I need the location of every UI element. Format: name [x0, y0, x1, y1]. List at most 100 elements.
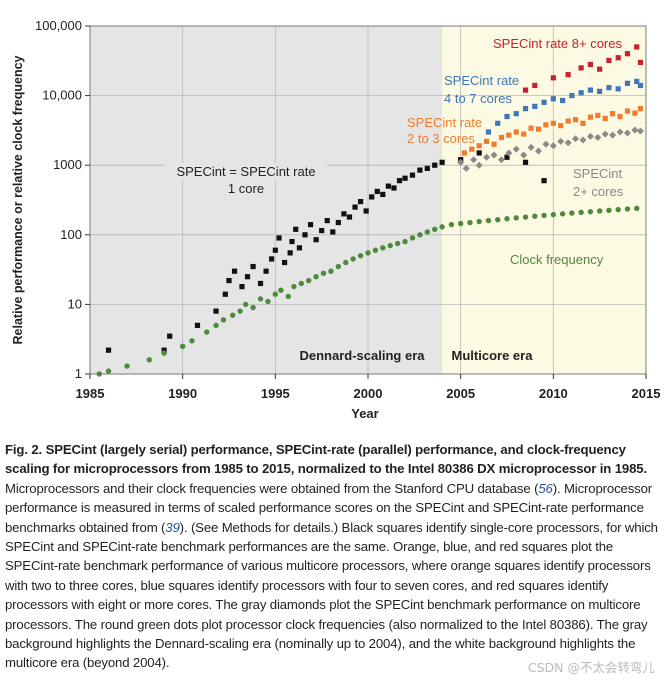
x-tick-label: 2000 — [354, 386, 383, 401]
point-specint-2-cores — [594, 134, 602, 142]
y-tick-label: 1000 — [53, 157, 82, 172]
point-specint-2-cores — [457, 158, 465, 166]
chart: 1985 1990 1995 2000 2005 2010 2015 1 10 100 1000 10… — [11, 18, 660, 421]
annotation-label: SPECint rate 8+ cores — [493, 36, 622, 51]
point-clock-frequency — [237, 308, 243, 314]
point-specint-single-core — [167, 333, 173, 339]
point-specint-single-core — [257, 280, 264, 287]
point-specint-2-cores — [497, 156, 505, 164]
point-specint-single-core — [161, 347, 167, 353]
point-specint-rate-2-to-3-cores — [610, 111, 616, 117]
point-specint-single-core — [522, 159, 529, 165]
point-specint-rate-8-cores — [615, 55, 621, 61]
point-clock-frequency — [320, 270, 327, 276]
point-specint-2-cores — [631, 126, 639, 134]
era-band-dennard — [90, 26, 443, 374]
point-clock-frequency — [350, 256, 356, 262]
point-specint-rate-4-to-7-cores — [485, 129, 492, 135]
point-specint-single-core — [250, 263, 256, 270]
point-clock-frequency — [495, 216, 501, 223]
y-tick-label: 1 — [75, 366, 82, 381]
citation-link-39[interactable]: 39 — [165, 519, 180, 535]
point-clock-frequency — [634, 205, 640, 212]
era-band-multicore — [442, 26, 646, 374]
point-specint-single-core — [313, 237, 319, 243]
x-axis-label: Year — [351, 406, 378, 421]
watermark: CSDN @不太会转弯儿 — [527, 660, 655, 675]
point-specint-rate-2-to-3-cores — [637, 106, 644, 112]
point-clock-frequency — [357, 253, 364, 259]
point-clock-frequency — [285, 293, 292, 300]
annotation-label: SPECint rate — [407, 115, 482, 130]
point-clock-frequency — [417, 232, 423, 238]
point-specint-rate-2-to-3-cores — [498, 134, 505, 141]
point-specint-2-cores — [549, 142, 557, 150]
point-specint-single-core — [282, 259, 288, 266]
y-tick-label: 10,000 — [42, 88, 82, 103]
data-marks — [96, 44, 644, 377]
citation-link-56[interactable]: 56 — [538, 480, 553, 496]
point-specint-single-core — [263, 268, 269, 274]
point-specint-single-core — [409, 172, 416, 178]
point-specint-single-core — [541, 178, 547, 184]
point-specint-single-core — [341, 211, 347, 217]
point-clock-frequency — [257, 296, 264, 302]
annotation-label: 2 to 3 cores — [407, 131, 475, 146]
point-specint-single-core — [272, 247, 278, 253]
point-clock-frequency — [305, 277, 312, 284]
point-specint-2-cores — [505, 149, 513, 157]
point-clock-frequency — [179, 343, 186, 350]
point-specint-single-core — [244, 274, 251, 280]
annotation-label: 4 to 7 cores — [444, 91, 512, 106]
point-specint-rate-2-to-3-cores — [617, 113, 623, 120]
x-tick-label: 2010 — [539, 386, 568, 401]
point-specint-2-cores — [564, 139, 572, 147]
chart-labels: Dennard-scaling era Multicore era SPECint … — [164, 36, 624, 363]
point-specint-rate-2-to-3-cores — [550, 120, 556, 126]
point-specint-2-cores — [483, 153, 491, 161]
point-specint-single-core — [374, 188, 380, 195]
point-clock-frequency — [265, 298, 271, 305]
point-specint-rate-2-to-3-cores — [572, 117, 579, 123]
point-clock-frequency — [298, 280, 304, 287]
point-specint-rate-4-to-7-cores — [637, 82, 644, 89]
point-clock-frequency — [328, 268, 334, 274]
point-specint-single-core — [417, 167, 423, 173]
point-clock-frequency — [532, 213, 538, 219]
point-specint-2-cores — [542, 140, 550, 148]
point-specint-rate-8-cores — [634, 44, 640, 50]
point-clock-frequency — [161, 350, 167, 356]
point-specint-rate-2-to-3-cores — [491, 141, 497, 147]
point-specint-single-core — [239, 284, 245, 290]
annotation-label: SPECint rate — [444, 73, 519, 88]
point-specint-rate-4-to-7-cores — [522, 106, 529, 112]
point-specint-rate-8-cores — [587, 61, 593, 68]
point-clock-frequency — [365, 250, 371, 256]
point-specint-single-core — [226, 277, 232, 284]
point-specint-rate-4-to-7-cores — [532, 103, 538, 109]
point-clock-frequency — [587, 208, 594, 215]
point-specint-single-core — [439, 159, 445, 165]
point-specint-single-core — [504, 154, 510, 160]
point-clock-frequency — [380, 245, 386, 251]
point-specint-rate-2-to-3-cores — [484, 138, 490, 144]
annotation-label: SPECint = SPECint rate — [176, 164, 315, 179]
point-specint-rate-2-to-3-cores — [476, 143, 482, 149]
point-specint-single-core — [391, 185, 397, 191]
annotation-label: 2+ cores — [573, 184, 624, 199]
point-specint-single-core — [396, 178, 403, 184]
era-backgrounds — [90, 26, 646, 374]
point-specint-2-cores — [520, 151, 528, 159]
annotation-label: SPECint — [573, 166, 623, 181]
point-specint-2-cores — [535, 147, 543, 155]
point-clock-frequency — [394, 240, 401, 247]
point-clock-frequency — [457, 220, 464, 227]
point-specint-2-cores — [470, 156, 478, 164]
point-clock-frequency — [569, 210, 575, 216]
point-specint-rate-4-to-7-cores — [495, 120, 501, 126]
point-specint-2-cores — [601, 130, 609, 138]
point-specint-single-core — [324, 217, 330, 224]
annotation-label: Clock frequency — [510, 252, 604, 267]
point-specint-2-cores — [512, 145, 520, 153]
point-specint-2-cores — [616, 128, 624, 136]
